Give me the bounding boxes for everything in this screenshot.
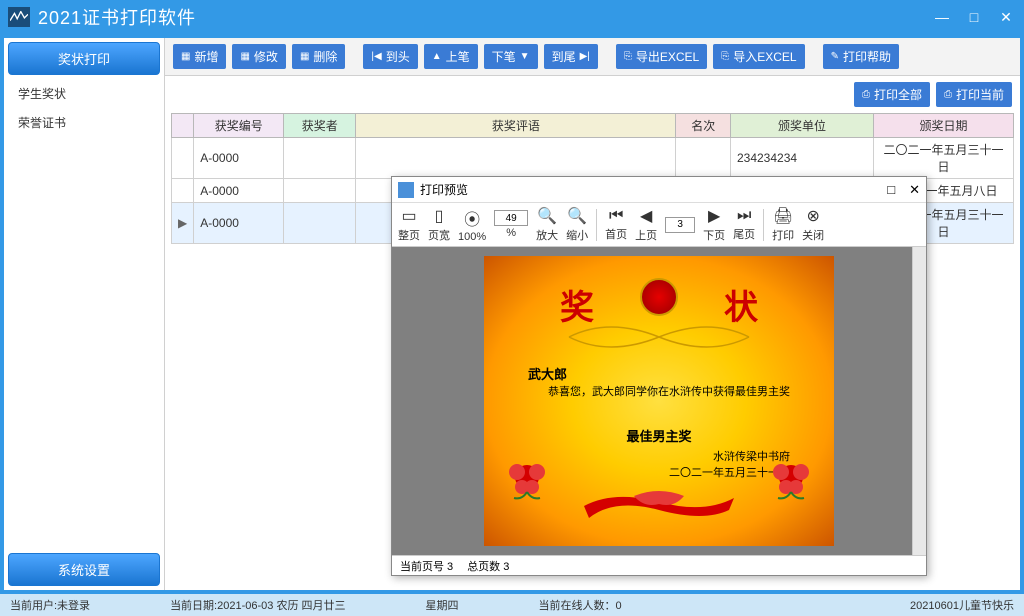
last-button[interactable]: 到尾▶| — [544, 44, 598, 69]
dialog-close-button[interactable]: ✕ — [909, 182, 920, 198]
status-date: 当前日期:2021-06-03 农历 四月廿三 — [170, 597, 345, 613]
page-width-button[interactable]: ▯页宽 — [428, 206, 450, 243]
sidebar-item-student[interactable]: 学生奖状 — [4, 79, 164, 108]
printer-icon: 🖨 — [773, 206, 793, 226]
close-button[interactable]: ✕ — [996, 9, 1016, 26]
content-area: ▦新增 ▦修改 ▦删除 |◀到头 ▲上笔 下笔▼ 到尾▶| ⎘导出EXCEL ⎘… — [164, 38, 1020, 590]
seal-icon — [640, 278, 678, 316]
delete-button[interactable]: ▦删除 — [292, 44, 345, 69]
last-page-button[interactable]: ⏭尾页 — [733, 207, 755, 242]
app-title: 2021证书打印软件 — [38, 4, 196, 30]
minimize-button[interactable]: — — [932, 9, 952, 26]
dialog-maximize-button[interactable]: □ — [887, 182, 895, 198]
maximize-button[interactable]: □ — [964, 9, 984, 26]
zoom-in-button[interactable]: 🔍放大 — [536, 206, 558, 243]
last-icon: ⏭ — [737, 207, 751, 225]
export-icon: ⎘ — [624, 51, 632, 62]
zoom-input[interactable] — [494, 210, 528, 226]
table-row[interactable]: A-0000234234234二〇二一年五月三十一日 — [172, 138, 1014, 179]
status-user: 当前用户:未登录 — [10, 597, 90, 613]
prev-icon: ◀ — [640, 206, 652, 226]
main-toolbar: ▦新增 ▦修改 ▦删除 |◀到头 ▲上笔 下笔▼ 到尾▶| ⎘导出EXCEL ⎘… — [165, 38, 1020, 76]
titlebar: 2021证书打印软件 — □ ✕ — [0, 0, 1024, 34]
page-input[interactable] — [665, 217, 695, 233]
certificate: 奖 状 武大郎 恭喜您，武大郎同学你在水浒传中获得最佳男主奖 最佳男主奖 水浒传… — [484, 256, 834, 546]
status-note: 20210601儿童节快乐 — [910, 597, 1014, 613]
first-icon: |◀ — [371, 51, 381, 62]
zoom-value: % — [494, 210, 528, 239]
col-speech[interactable]: 获奖评语 — [356, 114, 676, 138]
statusbar: 当前用户:未登录 当前日期:2021-06-03 农历 四月廿三 星期四 当前在… — [0, 594, 1024, 616]
prev-page-button[interactable]: ◀上页 — [635, 206, 657, 243]
next-icon: ▶ — [708, 206, 720, 226]
dialog-title: 打印预览 — [420, 181, 468, 198]
print-all-button[interactable]: ⎙打印全部 — [854, 82, 930, 107]
app-logo-icon — [8, 7, 30, 27]
down-icon: ▼ — [520, 51, 530, 62]
col-org[interactable]: 颁奖单位 — [730, 114, 873, 138]
window-controls: — □ ✕ — [932, 9, 1016, 26]
first-icon: ⏮ — [609, 207, 623, 225]
grid-icon: ▦ — [181, 51, 190, 62]
ribbon-icon — [574, 488, 744, 526]
zoom-out-button[interactable]: 🔍缩小 — [566, 206, 588, 243]
page-icon: ▭ — [401, 206, 416, 226]
first-button[interactable]: |◀到头 — [363, 44, 417, 69]
main-container: 奖状打印 学生奖状 荣誉证书 系统设置 ▦新增 ▦修改 ▦删除 |◀到头 ▲上笔… — [4, 38, 1020, 590]
import-button[interactable]: ⎘导入EXCEL — [713, 44, 804, 69]
print-help-button[interactable]: ✎打印帮助 — [823, 44, 899, 69]
first-page-button[interactable]: ⏮首页 — [605, 207, 627, 242]
ornament-top-icon — [559, 322, 759, 352]
last-icon: ▶| — [580, 51, 590, 62]
cert-recipient: 武大郎 — [528, 364, 567, 383]
sidebar-settings-button[interactable]: 系统设置 — [8, 553, 160, 586]
export-button[interactable]: ⎘导出EXCEL — [616, 44, 707, 69]
cert-award-name: 最佳男主奖 — [484, 426, 834, 445]
status-weekday: 星期四 — [426, 597, 459, 613]
close-preview-button[interactable]: ⊗关闭 — [802, 206, 824, 243]
sidebar: 奖状打印 学生奖状 荣誉证书 系统设置 — [4, 38, 164, 590]
edit-button[interactable]: ▦修改 — [232, 44, 285, 69]
zoomout-icon: 🔍 — [567, 206, 587, 226]
col-rank[interactable]: 名次 — [676, 114, 731, 138]
dialog-titlebar[interactable]: 打印预览 □ ✕ — [392, 177, 926, 203]
zoom-100-button[interactable]: ⦿100% — [458, 206, 486, 243]
cert-body-text: 恭喜您，武大郎同学你在水浒传中获得最佳男主奖 — [548, 384, 790, 402]
preview-toolbar: ▭整页 ▯页宽 ⦿100% % 🔍放大 🔍缩小 ⏮首页 ◀上页 ▶下页 ⏭尾页 … — [392, 203, 926, 247]
col-date[interactable]: 颁奖日期 — [874, 114, 1014, 138]
print-toolbar: ⎙打印全部 ⎙打印当前 — [165, 76, 1020, 113]
grid-icon: ▦ — [300, 51, 309, 62]
preview-scrollbar[interactable] — [912, 247, 926, 555]
preview-statusbar: 当前页号 3 总页数 3 — [392, 555, 926, 575]
col-id[interactable]: 获奖编号 — [194, 114, 284, 138]
sidebar-item-honor[interactable]: 荣誉证书 — [4, 108, 164, 137]
preview-icon — [398, 182, 414, 198]
up-icon: ▲ — [432, 51, 442, 62]
status-online: 当前在线人数：0 — [539, 597, 622, 613]
import-icon: ⎘ — [721, 51, 729, 62]
grid-icon: ▦ — [240, 51, 249, 62]
next-button[interactable]: 下笔▼ — [484, 44, 538, 69]
prev-button[interactable]: ▲上笔 — [424, 44, 478, 69]
preview-canvas: 奖 状 武大郎 恭喜您，武大郎同学你在水浒传中获得最佳男主奖 最佳男主奖 水浒传… — [392, 247, 926, 555]
print-current-button[interactable]: ⎙打印当前 — [936, 82, 1012, 107]
percent-icon: ⦿ — [464, 206, 480, 230]
fit-page-button[interactable]: ▭整页 — [398, 206, 420, 243]
total-pages-label: 总页数 3 — [467, 558, 509, 574]
flower-icon — [502, 452, 552, 502]
print-button[interactable]: 🖨打印 — [772, 206, 794, 243]
print-icon: ⎙ — [944, 89, 952, 100]
close-icon: ⊗ — [806, 206, 819, 226]
col-name[interactable]: 获奖者 — [284, 114, 356, 138]
new-button[interactable]: ▦新增 — [173, 44, 226, 69]
print-icon: ⎙ — [862, 89, 870, 100]
print-preview-dialog: 打印预览 □ ✕ ▭整页 ▯页宽 ⦿100% % 🔍放大 🔍缩小 ⏮首页 ◀上页 — [391, 176, 927, 576]
sidebar-print-button[interactable]: 奖状打印 — [8, 42, 160, 75]
current-page-label: 当前页号 3 — [400, 558, 453, 574]
edit-icon: ✎ — [831, 51, 839, 62]
page-icon: ▯ — [435, 206, 444, 226]
zoomin-icon: 🔍 — [537, 206, 557, 226]
next-page-button[interactable]: ▶下页 — [703, 206, 725, 243]
flower-icon — [766, 452, 816, 502]
